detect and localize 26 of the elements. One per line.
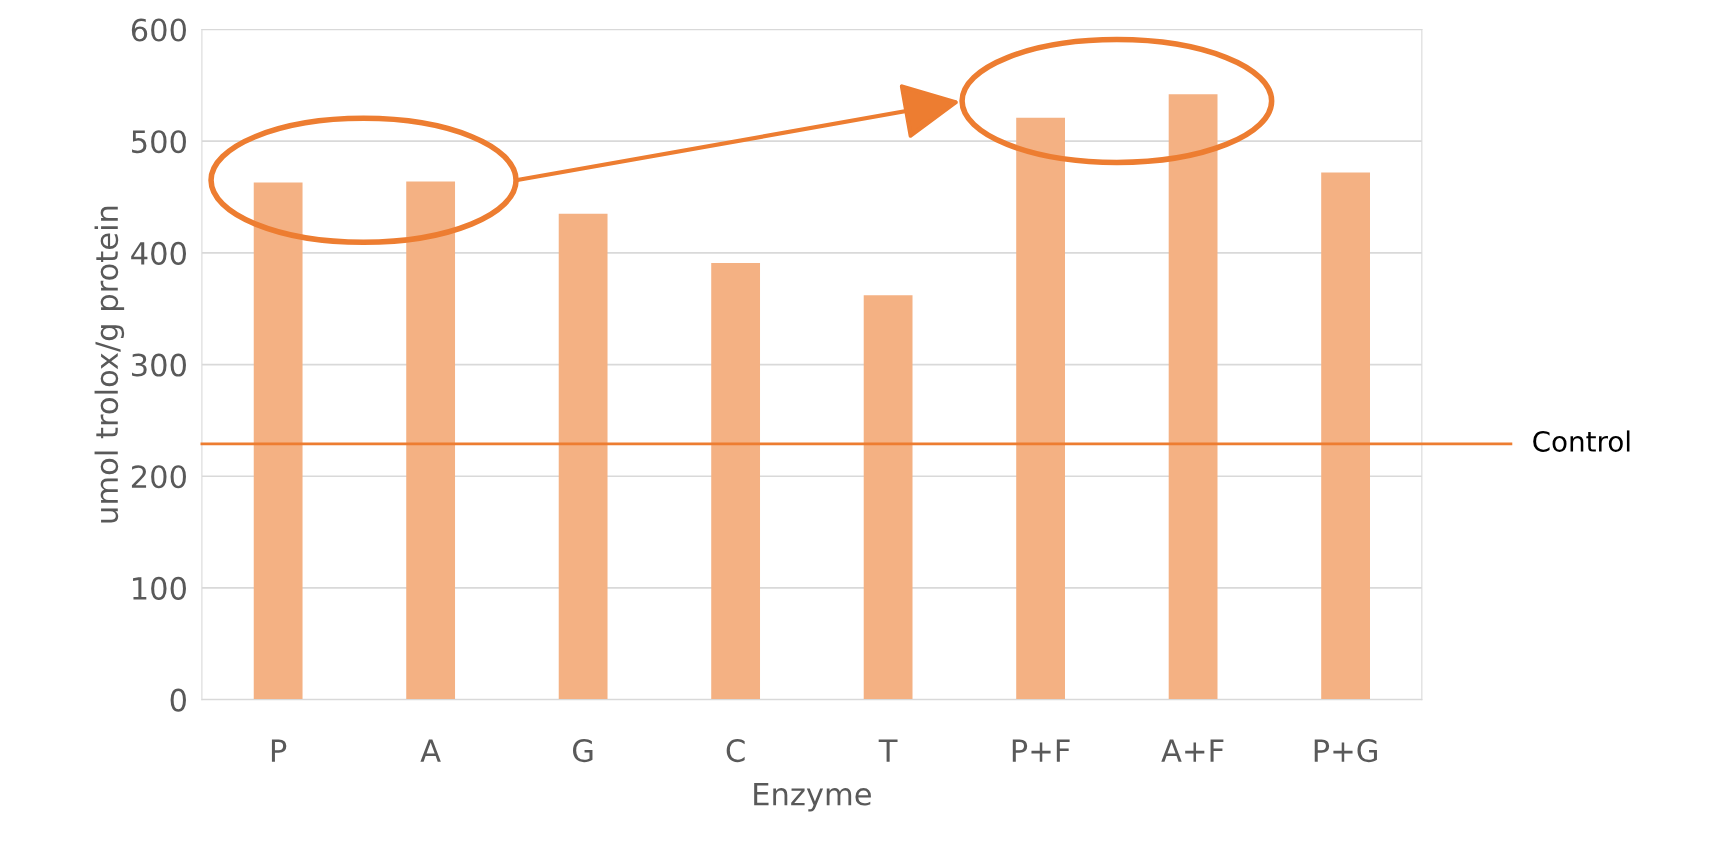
bar: [558, 213, 608, 700]
y-tick-label: 300: [132, 353, 186, 377]
bar: [711, 262, 761, 700]
y-tick-label: 500: [132, 130, 186, 154]
x-tick-label: C: [726, 739, 745, 763]
ref-line-label: Control: [1533, 430, 1630, 452]
bar: [253, 182, 303, 700]
x-tick-label: P+F: [1012, 739, 1070, 762]
y-tick-label: 600: [131, 18, 186, 42]
bar: [406, 181, 456, 700]
y-tick-label: 200: [131, 465, 186, 489]
bar: [863, 295, 913, 700]
x-tick-label: P+G: [1314, 739, 1377, 763]
y-tick-label: 0: [170, 688, 186, 712]
x-tick-label: G: [573, 739, 593, 763]
bar: [1168, 94, 1218, 700]
bar: [1016, 117, 1066, 700]
x-axis-title: Enzyme: [754, 782, 871, 812]
x-tick-label: P: [271, 739, 287, 762]
x-tick-label: A+F: [1161, 739, 1224, 762]
y-tick-label: 400: [131, 241, 186, 265]
bar: [1321, 172, 1370, 700]
x-tick-label: T: [878, 739, 898, 762]
y-tick-label: 100: [133, 576, 186, 600]
y-axis-title: umol trolox/g protein: [94, 206, 125, 523]
x-tick-label: A: [420, 739, 441, 762]
